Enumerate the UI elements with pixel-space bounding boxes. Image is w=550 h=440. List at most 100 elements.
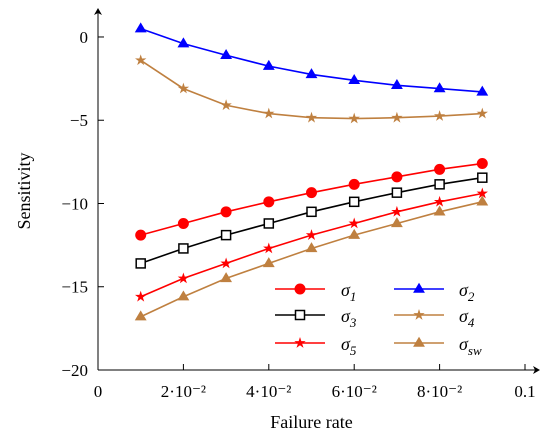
series-1 bbox=[135, 158, 488, 241]
data-point bbox=[348, 112, 360, 124]
legend-symbol: σ bbox=[459, 334, 469, 354]
data-point bbox=[220, 229, 232, 241]
data-point bbox=[433, 205, 446, 216]
legend-subscript: 4 bbox=[468, 315, 475, 330]
legend-item: σsw bbox=[394, 334, 482, 358]
data-point bbox=[177, 82, 190, 94]
legend-marker bbox=[294, 337, 306, 348]
series-5 bbox=[135, 187, 488, 302]
y-tick-label: 0 bbox=[80, 28, 89, 47]
data-point bbox=[434, 179, 445, 190]
data-point bbox=[135, 54, 147, 66]
data-point bbox=[134, 22, 147, 33]
legend-item: σ5 bbox=[275, 334, 357, 358]
data-point bbox=[263, 107, 275, 119]
legend-marker bbox=[413, 309, 425, 320]
data-point bbox=[220, 272, 233, 283]
y-tick-label: −20 bbox=[61, 361, 88, 380]
data-point bbox=[477, 172, 488, 183]
data-point bbox=[220, 49, 233, 59]
legend-label: σ1 bbox=[341, 280, 356, 304]
data-point bbox=[391, 205, 403, 217]
data-point bbox=[348, 228, 361, 239]
series-6 bbox=[134, 195, 489, 321]
data-point bbox=[306, 187, 317, 199]
data-point bbox=[135, 258, 146, 269]
legend-marker bbox=[413, 282, 425, 293]
y-axis-label: Sensitivity bbox=[14, 152, 34, 229]
y-tick-label: −15 bbox=[61, 278, 88, 297]
data-point bbox=[476, 195, 489, 206]
legend-subscript: 5 bbox=[350, 343, 357, 358]
legend-subscript: 2 bbox=[468, 289, 475, 304]
data-point bbox=[305, 111, 318, 123]
data-point bbox=[306, 206, 317, 218]
data-point bbox=[220, 206, 232, 218]
y-tick-label: −10 bbox=[61, 194, 88, 213]
legend-item: σ3 bbox=[275, 306, 357, 330]
data-point bbox=[263, 218, 275, 229]
legend-item: σ4 bbox=[394, 306, 475, 330]
series-layer bbox=[134, 22, 489, 321]
legend-subscript: sw bbox=[468, 343, 482, 358]
data-point bbox=[391, 111, 403, 123]
data-point bbox=[476, 158, 488, 170]
series-line bbox=[140, 162, 483, 236]
data-point bbox=[476, 187, 488, 199]
series-3 bbox=[135, 172, 488, 269]
legend-label: σ2 bbox=[459, 280, 475, 304]
series-line bbox=[140, 27, 483, 93]
data-point bbox=[177, 290, 190, 301]
legend-subscript: 3 bbox=[349, 315, 357, 330]
data-point bbox=[391, 187, 403, 198]
legend-marker bbox=[413, 336, 425, 347]
data-point bbox=[305, 229, 318, 240]
data-point bbox=[177, 37, 190, 48]
x-tick-label: 6·10⁻² bbox=[332, 382, 377, 401]
legend-label: σsw bbox=[459, 334, 482, 358]
data-point bbox=[348, 217, 360, 229]
data-point bbox=[178, 243, 189, 254]
data-point bbox=[434, 163, 446, 175]
x-axis-label: Failure rate bbox=[270, 412, 352, 432]
data-point bbox=[348, 196, 360, 208]
data-point bbox=[220, 99, 232, 111]
data-point bbox=[135, 290, 147, 302]
x-tick-label: 8·10⁻² bbox=[417, 382, 462, 401]
y-tick-label: −5 bbox=[70, 111, 88, 130]
legend-label: σ5 bbox=[341, 334, 357, 358]
legend-label: σ3 bbox=[341, 306, 357, 330]
data-point bbox=[476, 85, 489, 96]
series-4 bbox=[135, 54, 488, 124]
legend-symbol: σ bbox=[341, 280, 351, 300]
data-point bbox=[433, 195, 446, 207]
data-point bbox=[348, 73, 361, 84]
data-point bbox=[305, 242, 318, 253]
data-point bbox=[220, 257, 232, 269]
data-point bbox=[262, 59, 275, 70]
data-point bbox=[135, 229, 147, 241]
legend-symbol: σ bbox=[459, 306, 469, 326]
legend-marker bbox=[294, 283, 306, 295]
data-point bbox=[305, 68, 318, 79]
legend-symbol: σ bbox=[341, 334, 351, 354]
data-point bbox=[390, 78, 403, 89]
data-point bbox=[262, 257, 275, 268]
data-point bbox=[134, 310, 147, 321]
legend-symbol: σ bbox=[341, 306, 351, 326]
x-tick-label: 2·10⁻² bbox=[161, 382, 206, 401]
data-point bbox=[476, 107, 488, 119]
x-tick-label: 4·10⁻² bbox=[246, 382, 291, 401]
legend-subscript: 1 bbox=[350, 289, 357, 304]
data-point bbox=[263, 242, 275, 254]
x-tick-label: 0.1 bbox=[514, 382, 535, 401]
series-2 bbox=[134, 22, 489, 96]
axes: 0 2·10⁻² 4·10⁻² 6·10⁻² 8·10⁻² 0.1 0 −5 −10 −15 −20 bbox=[61, 8, 540, 401]
data-point bbox=[348, 178, 360, 190]
x-tick-label: 0 bbox=[94, 382, 103, 401]
data-point bbox=[263, 196, 275, 208]
data-point bbox=[177, 272, 190, 284]
series-line bbox=[140, 201, 483, 318]
legend-item: σ2 bbox=[394, 280, 475, 304]
